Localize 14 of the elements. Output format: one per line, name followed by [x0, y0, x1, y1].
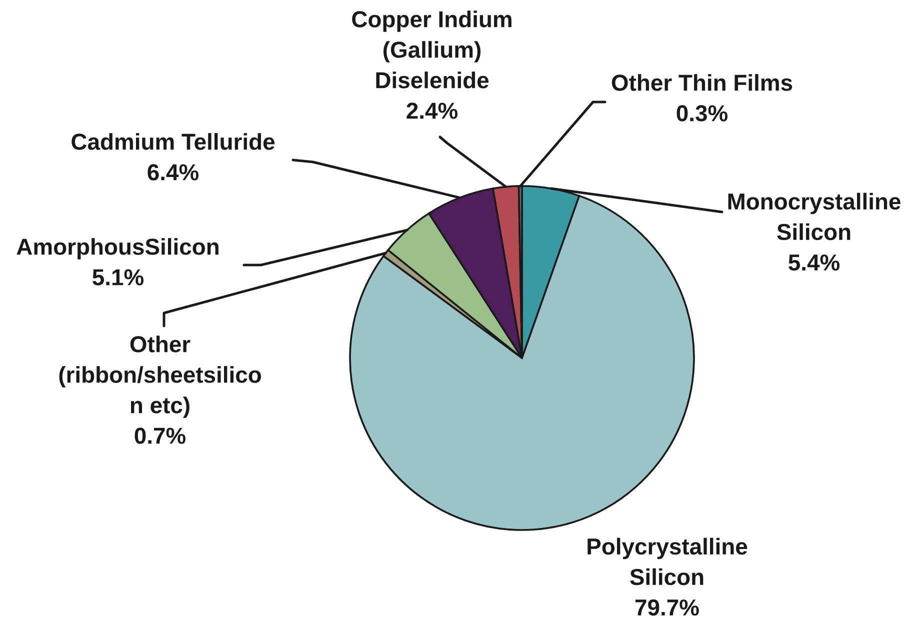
slice-label: Copper Indium (Gallium) Diselenide	[352, 10, 512, 88]
slice-label: Other (ribbon/sheetsilico n etc)	[59, 336, 261, 418]
data-label: 5.4%	[788, 254, 840, 271]
slice-label: Polycrystalline Silicon	[588, 538, 748, 586]
slice-label: Cadmium Telluride	[72, 133, 275, 150]
data-label: 6.4%	[148, 164, 199, 180]
data-label: 0.7%	[134, 428, 186, 444]
data-label: 79.7%	[635, 599, 699, 616]
slice-label: AmorphousSilicon	[16, 238, 218, 260]
slice-label: Monocrystalline Silicon	[728, 192, 900, 240]
slice-label: Other Thin Films	[612, 74, 792, 91]
data-label: 2.4%	[406, 102, 458, 119]
data-label: 0.3%	[676, 105, 728, 122]
data-label: 5.1%	[92, 269, 144, 286]
